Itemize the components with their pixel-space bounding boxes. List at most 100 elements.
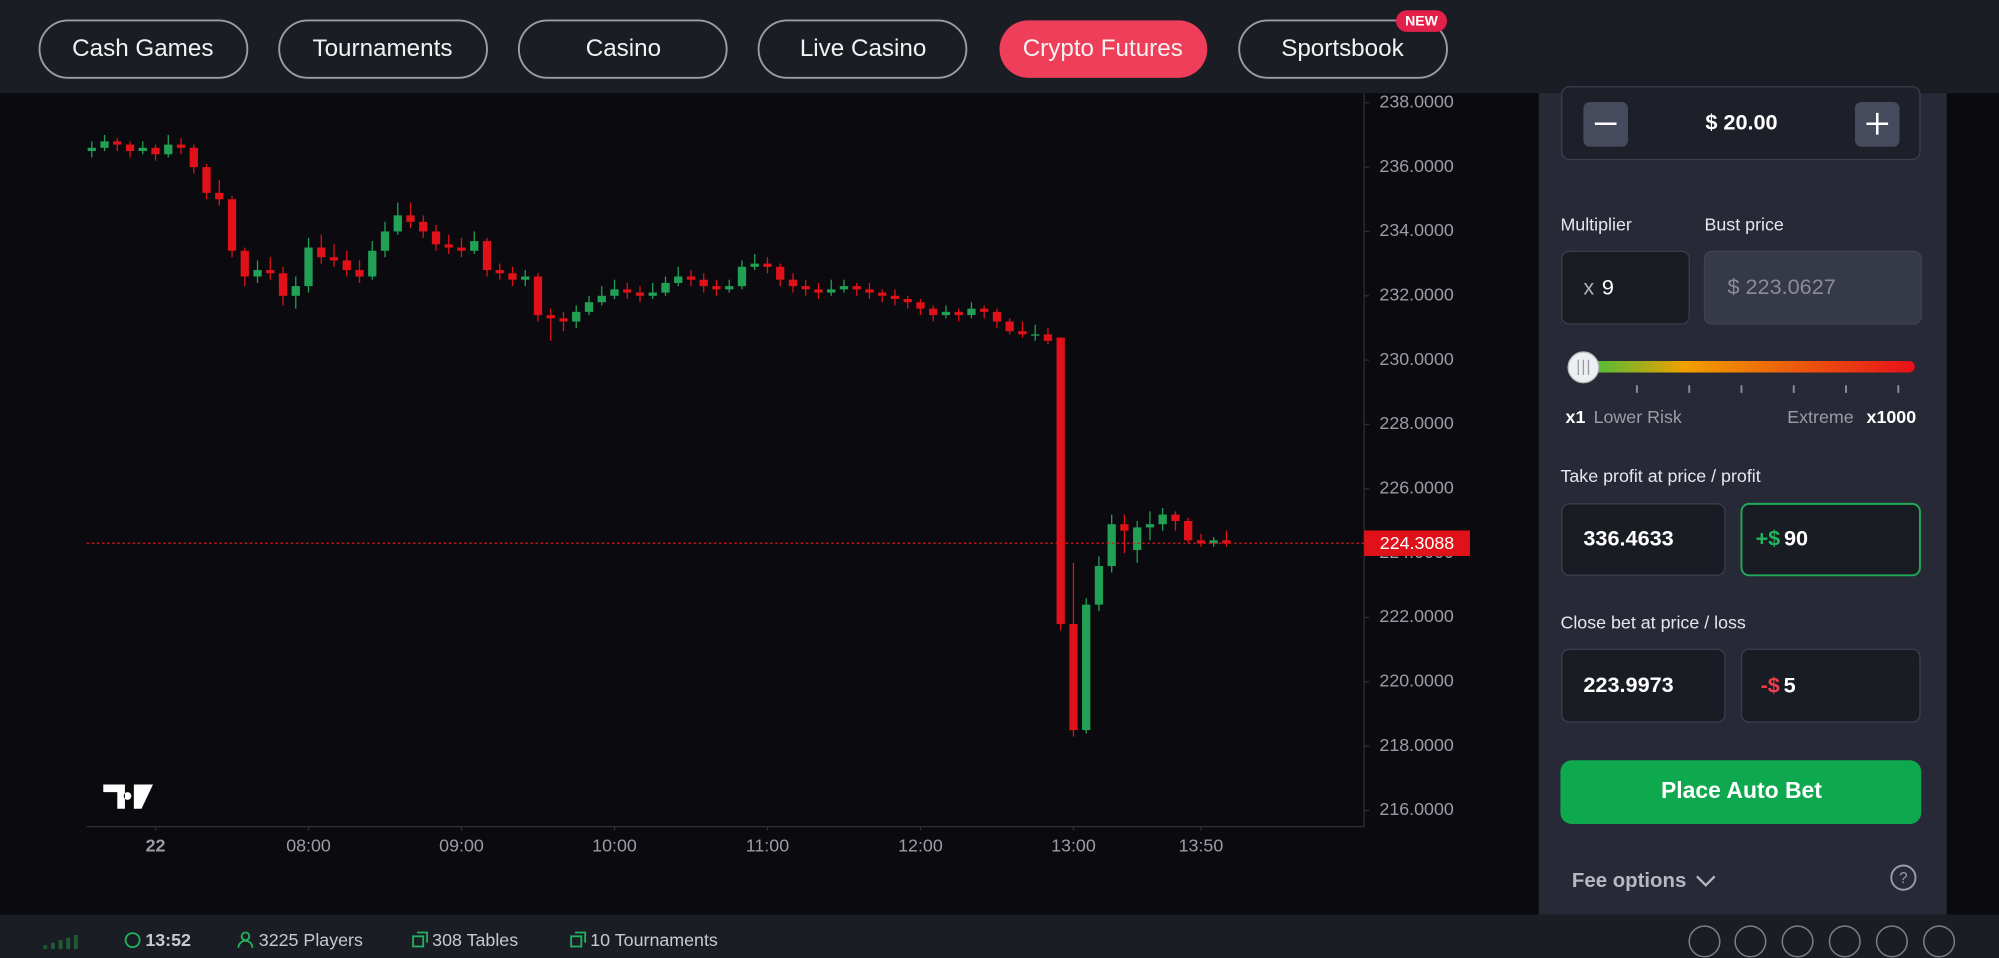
social-icon[interactable] <box>1781 925 1814 958</box>
social-icon[interactable] <box>1688 925 1721 958</box>
take-profit-price[interactable]: 336.4633 <box>1583 525 1673 550</box>
prefix: -$ <box>1761 672 1780 697</box>
candle-body <box>227 199 237 251</box>
candle-body <box>1031 334 1040 336</box>
tables-icon <box>412 931 428 948</box>
x-tick-label: 08:00 <box>286 836 331 856</box>
social-links <box>1688 925 1956 958</box>
tab-label[interactable]: Casino <box>586 35 661 62</box>
candle-body <box>1005 321 1014 332</box>
nav-tabs: Cash Games Tournaments Casino Live Casin… <box>38 10 1448 79</box>
tab[interactable] <box>38 19 249 79</box>
take-profit-amount[interactable]: +$ 90 <box>1755 525 1808 550</box>
help-icon[interactable] <box>1890 864 1917 891</box>
y-tick-label: 236.0000 <box>1379 156 1453 176</box>
players-icon <box>237 931 254 948</box>
social-icon[interactable] <box>1923 925 1956 958</box>
signal-icon <box>43 935 78 950</box>
social-icon[interactable] <box>1828 925 1861 958</box>
candle-body <box>661 282 670 293</box>
candle-body <box>839 286 849 290</box>
tab-label[interactable]: Live Casino <box>800 35 927 62</box>
candle-body <box>865 289 874 293</box>
value: 5 <box>1784 672 1796 697</box>
y-tick-label: 234.0000 <box>1379 220 1453 240</box>
button-label[interactable]: Place Auto Bet <box>1661 777 1822 803</box>
close-price[interactable]: 223.9973 <box>1583 672 1673 697</box>
take-profit-price-input[interactable] <box>1561 503 1726 576</box>
candle-body <box>1082 604 1091 731</box>
status-background <box>0 914 1999 958</box>
fee-options[interactable]: Fee options <box>1572 870 1686 892</box>
candle-body <box>533 276 543 316</box>
knob-grip <box>1577 359 1590 376</box>
tradingview-logo <box>103 784 153 809</box>
candle-body <box>317 247 326 258</box>
prefix: x <box>1583 274 1594 299</box>
take-profit-amount-input[interactable] <box>1740 502 1921 577</box>
tab-label[interactable]: Cash Games <box>72 35 213 62</box>
value: 9 <box>1602 274 1614 299</box>
tab[interactable] <box>1238 19 1448 79</box>
place-bet-button[interactable] <box>1560 760 1922 825</box>
last-price-label: 224.3088 <box>1380 533 1454 553</box>
candle-body <box>1171 514 1180 521</box>
candle-body <box>750 263 759 267</box>
social-icon[interactable] <box>1734 925 1767 958</box>
nav-bar <box>0 0 1999 94</box>
tab[interactable] <box>757 19 968 79</box>
candle-body <box>240 250 249 277</box>
candle-body <box>890 295 900 300</box>
amount-box <box>1561 86 1921 161</box>
candle-body <box>1222 540 1231 544</box>
x-tick-label: 13:50 <box>1179 836 1224 856</box>
candle-body <box>814 289 823 293</box>
y-tick-label: 238.0000 <box>1379 91 1453 111</box>
close-price-input[interactable] <box>1561 648 1726 723</box>
y-tick-label: 228.0000 <box>1379 413 1453 433</box>
candle-body <box>635 292 645 296</box>
label: Close bet at price / loss <box>1560 612 1745 632</box>
bust-price: $ 223.0627 <box>1727 274 1835 299</box>
social-icon[interactable] <box>1875 925 1908 958</box>
multiplier-input[interactable] <box>1561 250 1690 325</box>
candle-body <box>419 221 428 232</box>
y-tick-label: 226.0000 <box>1379 478 1453 498</box>
amount[interactable]: $ 20.00 <box>1705 109 1777 134</box>
candle-body <box>610 289 619 296</box>
candle-body <box>355 270 364 277</box>
candle-body <box>495 270 504 274</box>
tab-label[interactable]: Crypto Futures <box>1023 35 1183 62</box>
tab[interactable] <box>517 19 728 79</box>
tournaments: 10 Tournaments <box>590 930 718 950</box>
candle-body <box>457 247 466 251</box>
value: 90 <box>1784 525 1808 550</box>
bust-box <box>1703 250 1922 325</box>
candle-body <box>202 167 211 193</box>
candle-body <box>992 311 1002 322</box>
x-tick-label: 09:00 <box>439 836 484 856</box>
x-tick-label: 10:00 <box>592 836 637 856</box>
candle-body <box>1056 337 1065 624</box>
y-tick-label: 220.0000 <box>1379 671 1453 691</box>
close-amount-input[interactable] <box>1740 648 1921 723</box>
candle-body <box>572 311 581 322</box>
y-tick-label: 218.0000 <box>1379 735 1453 755</box>
candle-body <box>444 244 453 248</box>
candle-body <box>482 241 492 271</box>
tab-active[interactable] <box>999 20 1208 78</box>
candle-body <box>176 144 186 148</box>
x-tick-label: 22 <box>146 836 166 856</box>
candle-body <box>125 144 135 152</box>
tab[interactable] <box>278 19 488 79</box>
close-amount[interactable]: -$ 5 <box>1761 672 1796 697</box>
tab-label[interactable]: Tournaments <box>312 35 452 62</box>
label: Bust price <box>1705 215 1784 235</box>
risk-slider[interactable] <box>1584 361 1915 373</box>
candle-body <box>852 286 861 290</box>
tab-label[interactable]: Sportsbook <box>1281 35 1404 62</box>
x-tick-label: 11:00 <box>746 836 789 856</box>
